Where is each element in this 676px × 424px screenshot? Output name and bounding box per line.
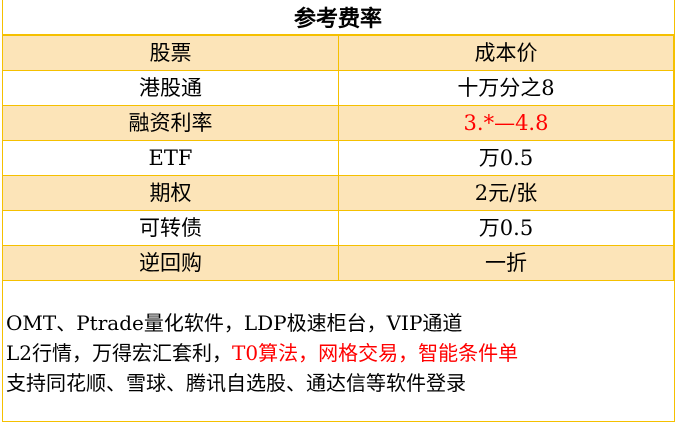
notes-line-1: OMT、Ptrade量化软件，LDP极速柜台，VIP通道 (6, 311, 463, 335)
row-name: 港股通 (2, 70, 339, 106)
table-title: 参考费率 (2, 0, 674, 36)
table-row: 融资利率 3.*—4.8 (2, 105, 674, 141)
row-value: 万0.5 (338, 140, 674, 176)
row-name: 逆回购 (2, 245, 339, 281)
row-value: 一折 (338, 245, 674, 281)
header-cell-stock: 股票 (2, 35, 339, 71)
row-value: 十万分之8 (338, 70, 674, 106)
header-cell-cost: 成本价 (338, 35, 674, 71)
notes-line-2-text: L2行情，万得宏汇套利， (6, 341, 233, 365)
header-row: 股票 成本价 (2, 35, 674, 71)
row-name: 可转债 (2, 210, 339, 246)
fee-table: 股票 成本价 港股通 十万分之8 融资利率 3.*—4.8 ETF 万0.5 期… (2, 35, 674, 281)
row-name: 期权 (2, 175, 339, 211)
row-value: 2元/张 (338, 175, 674, 211)
table-row: ETF 万0.5 (2, 140, 674, 176)
table-row: 逆回购 一折 (2, 245, 674, 281)
table-row: 期权 2元/张 (2, 175, 674, 211)
notes-block: OMT、Ptrade量化软件，LDP极速柜台，VIP通道 L2行情，万得宏汇套利… (6, 308, 518, 398)
notes-line-3: 支持同花顺、雪球、腾讯自选股、通达信等软件登录 (6, 371, 466, 395)
table-row: 港股通 十万分之8 (2, 70, 674, 106)
row-value: 万0.5 (338, 210, 674, 246)
row-value: 3.*—4.8 (338, 105, 674, 141)
row-name: ETF (2, 140, 339, 176)
notes-line-2: L2行情，万得宏汇套利，T0算法，网格交易，智能条件单 (6, 338, 518, 368)
notes-line-2-highlight: T0算法，网格交易，智能条件单 (232, 341, 519, 365)
row-name: 融资利率 (2, 105, 339, 141)
table-row: 可转债 万0.5 (2, 210, 674, 246)
